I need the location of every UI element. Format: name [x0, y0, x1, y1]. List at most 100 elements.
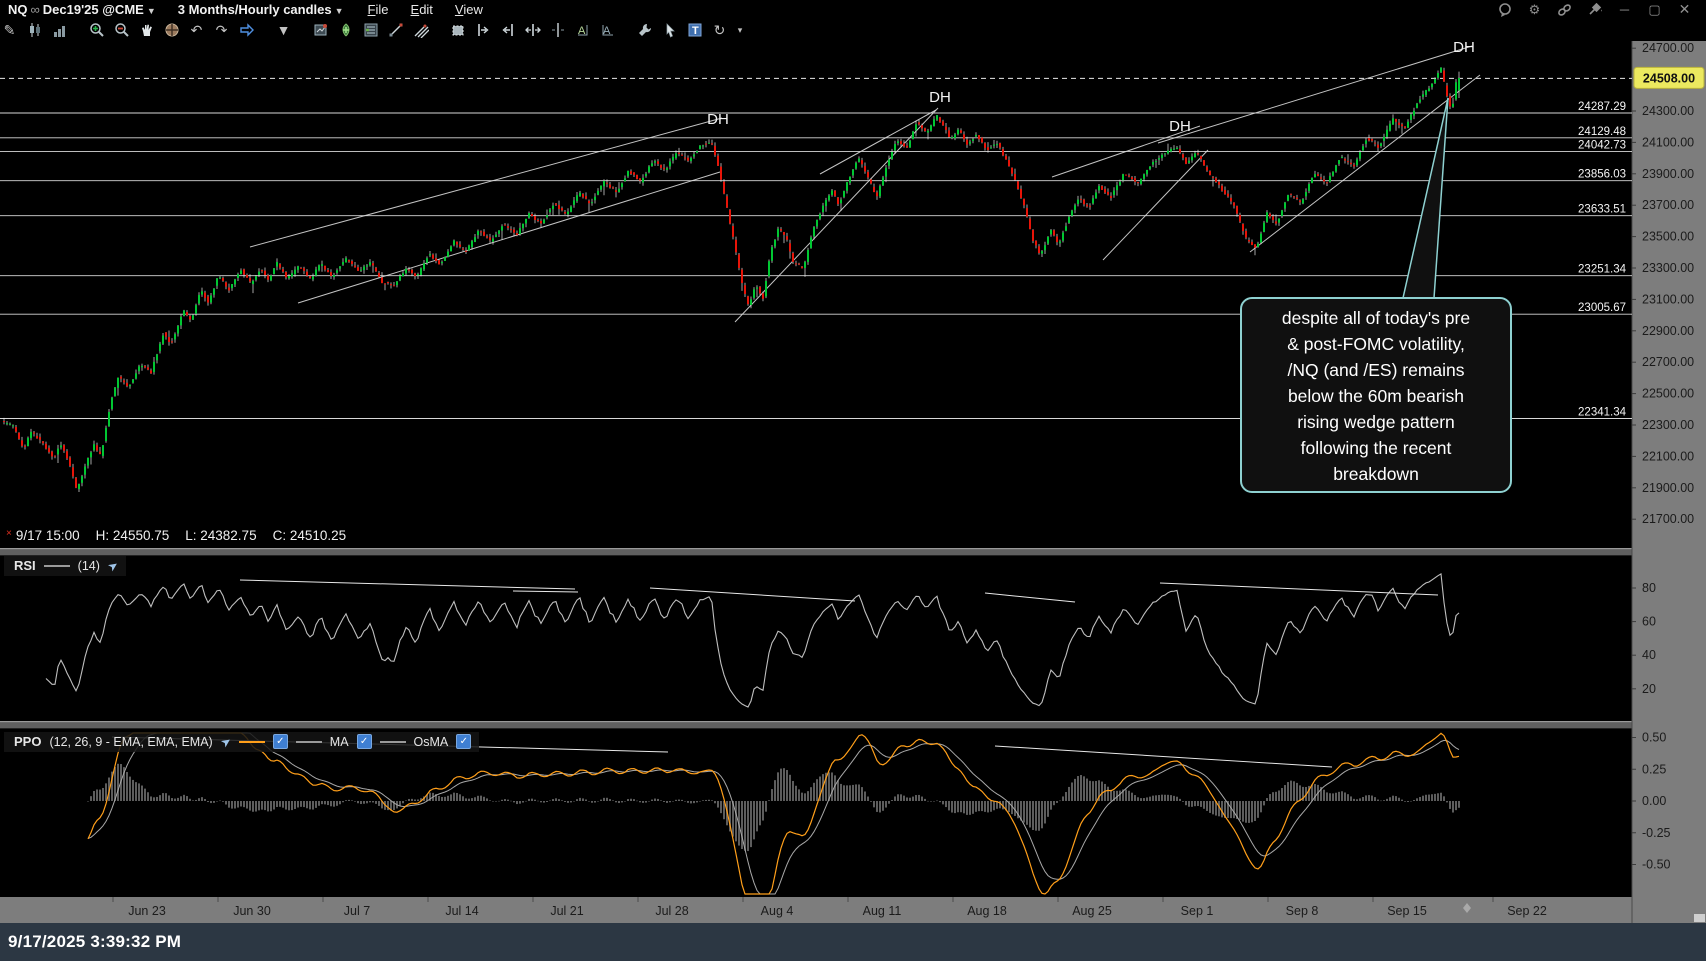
- more-caret-icon[interactable]: ▾: [735, 21, 745, 40]
- refresh-icon[interactable]: ↻: [710, 21, 729, 40]
- wrench-icon[interactable]: [635, 21, 654, 40]
- level-price-label: 22341.34: [1578, 407, 1627, 419]
- zoom-in-icon[interactable]: [87, 21, 106, 40]
- rsi-axis-label: 60: [1642, 615, 1656, 629]
- callout-line: rising wedge pattern: [1242, 409, 1510, 435]
- level-price-label: 23633.51: [1578, 204, 1626, 216]
- time-axis-label: Jul 14: [445, 904, 478, 918]
- resize-grip[interactable]: [1694, 914, 1705, 922]
- time-axis-label: Aug 11: [863, 904, 902, 918]
- ma-legend-label[interactable]: MA: [330, 735, 349, 749]
- expand-horizontal-icon[interactable]: [523, 21, 542, 40]
- timeframe-selector[interactable]: 3 Months/Hourly candles▼: [178, 2, 344, 17]
- ma-line-sample-icon: [296, 741, 322, 743]
- time-axis-label: Sep 1: [1181, 904, 1214, 918]
- time-axis-label: Jun 30: [233, 904, 271, 918]
- menu-view[interactable]: View: [455, 2, 483, 17]
- close-label: C:: [273, 528, 287, 543]
- close-marker-icon: ×: [6, 528, 12, 539]
- ppo-visible-checkbox[interactable]: ✓: [273, 734, 288, 749]
- divergent-high-label[interactable]: DH: [707, 111, 729, 128]
- callout-line: breakdown: [1242, 461, 1510, 487]
- label-a2-icon[interactable]: A: [598, 21, 617, 40]
- rectangle-tool-icon[interactable]: [448, 21, 467, 40]
- pan-hand-icon[interactable]: [137, 21, 156, 40]
- menu-file[interactable]: File: [368, 2, 389, 17]
- rsi-line-sample-icon: [44, 565, 70, 567]
- divergent-high-label[interactable]: DH: [1453, 41, 1475, 56]
- link-icon[interactable]: [1557, 2, 1572, 17]
- ppo-params[interactable]: (12, 26, 9 - EMA, EMA, EMA): [49, 735, 212, 749]
- settings-gear-icon[interactable]: ⚙: [1527, 2, 1542, 17]
- time-axis-label: Aug 4: [761, 904, 794, 918]
- rsi-title[interactable]: RSI: [14, 558, 36, 573]
- ppo-line-sample-icon: [239, 741, 265, 743]
- callout-line: /NQ (and /ES) remains: [1242, 357, 1510, 383]
- level-price-label: 23856.03: [1578, 169, 1626, 181]
- osma-line-sample-icon: [380, 741, 406, 743]
- redo-icon[interactable]: ↷: [212, 21, 231, 40]
- shift-right-icon[interactable]: [473, 21, 492, 40]
- ppo-cursor-icon[interactable]: ➤: [218, 733, 234, 750]
- crosshair-icon[interactable]: [162, 21, 181, 40]
- label-a-icon[interactable]: A: [573, 21, 592, 40]
- vertical-line-icon[interactable]: [548, 21, 567, 40]
- rsi-axis-label: 20: [1642, 682, 1656, 696]
- price-axis-label: 23700.00: [1642, 198, 1694, 212]
- symbol-selector[interactable]: NQ∞Dec19'25 @CME▼: [8, 2, 156, 17]
- candlestick-style-icon[interactable]: [25, 21, 44, 40]
- dropdown-triangle-icon[interactable]: ▼: [274, 21, 293, 40]
- annotation-callout[interactable]: despite all of today's pre& post-FOMC vo…: [1240, 297, 1512, 493]
- pin-icon[interactable]: ▾: [1587, 2, 1602, 17]
- price-axis-label: 22100.00: [1642, 449, 1694, 463]
- level-price-label: 24287.29: [1578, 101, 1626, 113]
- goto-arrow-icon[interactable]: [237, 21, 256, 40]
- divergent-high-label[interactable]: DH: [1169, 118, 1191, 135]
- ppo-pane-header: PPO (12, 26, 9 - EMA, EMA, EMA) ➤ ✓ MA ✓…: [4, 732, 479, 752]
- minimize-icon[interactable]: ─: [1617, 2, 1632, 17]
- rsi-params[interactable]: (14): [78, 559, 100, 573]
- svg-text:T: T: [692, 25, 699, 37]
- volume-bars-icon[interactable]: [50, 21, 69, 40]
- price-axis-label: 24700.00: [1642, 41, 1694, 55]
- time-axis-label: Jun 23: [128, 904, 166, 918]
- zoom-out-icon[interactable]: [112, 21, 131, 40]
- maximize-icon[interactable]: ▢: [1647, 2, 1662, 17]
- close-icon[interactable]: ✕: [1677, 2, 1692, 17]
- bar-time: 9/17 15:00: [16, 528, 80, 543]
- callout-line: despite all of today's pre: [1242, 305, 1510, 331]
- multi-trendline-icon[interactable]: [411, 21, 430, 40]
- menu-edit[interactable]: Edit: [411, 2, 433, 17]
- last-bar-ohlc-readout: × 9/17 15:00 H: 24550.75 L: 24382.75 C: …: [6, 528, 346, 543]
- status-bar: 9/17/2025 3:39:32 PM: [0, 923, 1706, 961]
- ppo-axis-label: 0.50: [1642, 731, 1666, 745]
- low-value: 24382.75: [200, 528, 256, 543]
- undo-icon[interactable]: ↶: [187, 21, 206, 40]
- trendline-tool-icon[interactable]: [386, 21, 405, 40]
- messages-icon[interactable]: [1497, 2, 1512, 17]
- study-list-icon[interactable]: [361, 21, 380, 40]
- osma-visible-checkbox[interactable]: ✓: [456, 734, 471, 749]
- menu-bar: File Edit View: [368, 2, 483, 17]
- close-value: 24510.25: [290, 528, 346, 543]
- callout-line: below the 60m bearish: [1242, 383, 1510, 409]
- symbol: NQ: [8, 2, 28, 17]
- level-price-label: 23251.34: [1578, 264, 1627, 276]
- rsi-pane-header: RSI (14) ➤: [4, 556, 126, 576]
- shift-left-icon[interactable]: [498, 21, 517, 40]
- time-axis-label: Jul 7: [344, 904, 370, 918]
- rsi-cursor-icon[interactable]: ➤: [105, 557, 121, 574]
- text-tool-icon[interactable]: T: [685, 21, 704, 40]
- chart-template-icon[interactable]: [311, 21, 330, 40]
- add-study-icon[interactable]: [336, 21, 355, 40]
- level-price-label: 24129.48: [1578, 126, 1626, 138]
- pencil-icon[interactable]: ✎: [0, 21, 19, 40]
- price-axis-label: 22700.00: [1642, 355, 1694, 369]
- svg-text:▾: ▾: [1601, 7, 1602, 16]
- osma-legend-label[interactable]: OsMA: [414, 735, 449, 749]
- ppo-axis-label: 0.25: [1642, 762, 1666, 776]
- ppo-title[interactable]: PPO: [14, 734, 41, 749]
- pointer-icon[interactable]: [660, 21, 679, 40]
- ma-visible-checkbox[interactable]: ✓: [357, 734, 372, 749]
- divergent-high-label[interactable]: DH: [929, 89, 951, 106]
